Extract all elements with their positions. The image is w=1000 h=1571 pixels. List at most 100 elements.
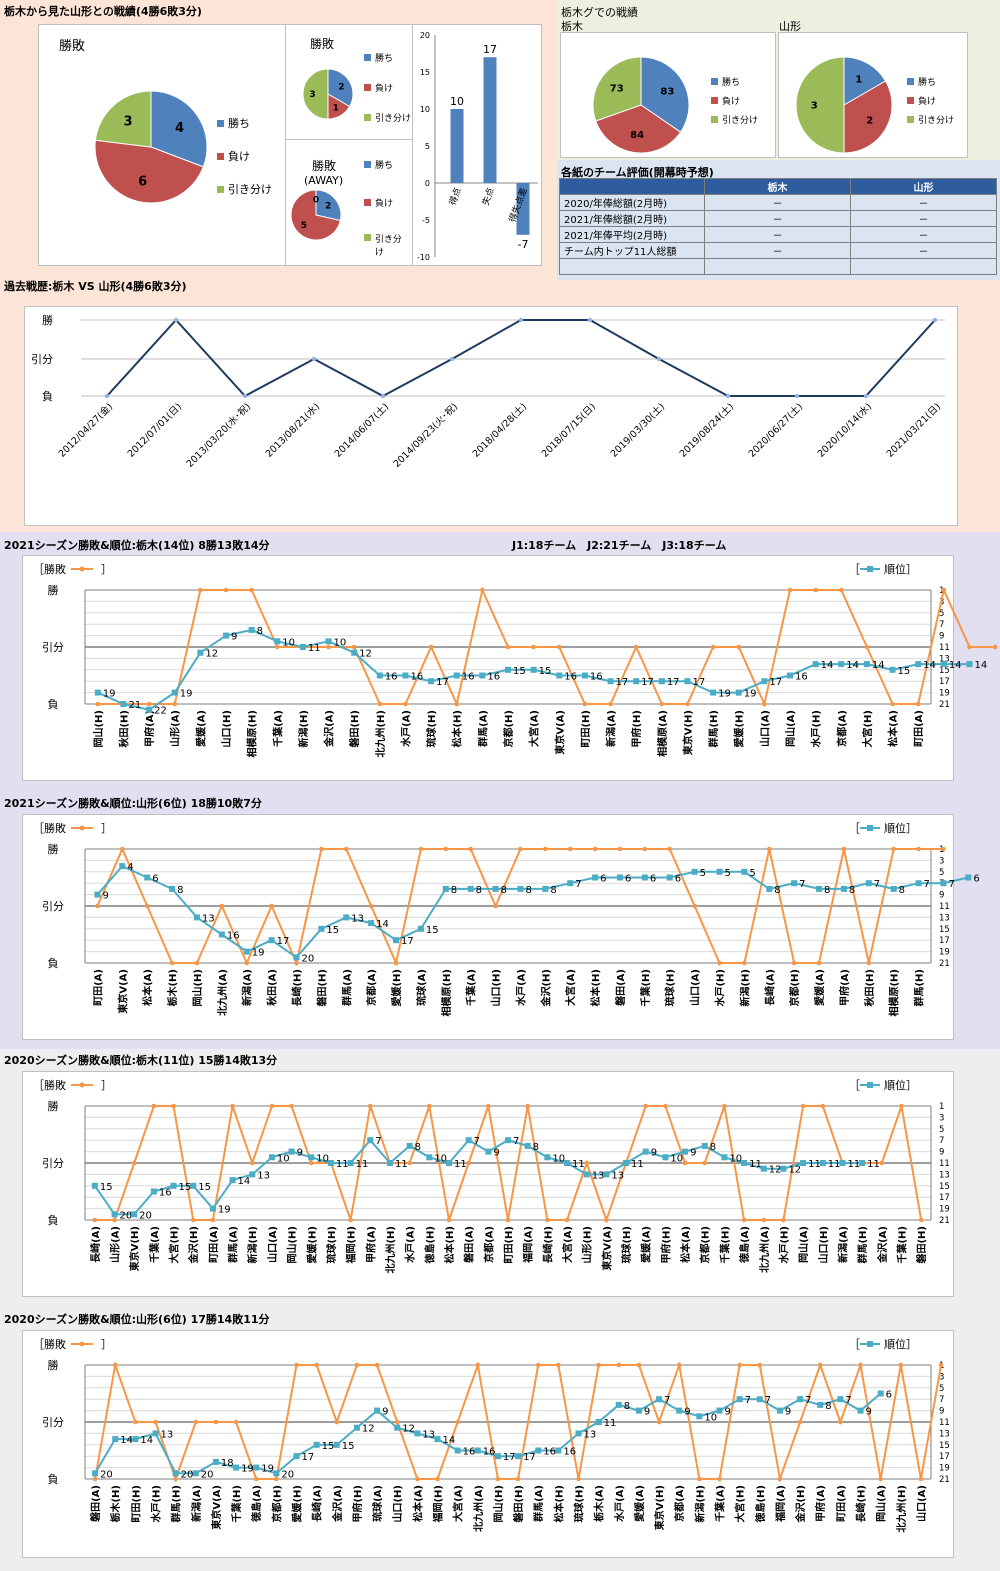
rank-tick-label: 15 <box>939 925 950 935</box>
legend-loss-label: 負け <box>375 84 394 94</box>
pie-slice-loss <box>94 139 205 204</box>
match-label: 山口(H) <box>391 1485 404 1523</box>
rank-data-label: 8 <box>624 1401 630 1412</box>
rank-point <box>132 1436 139 1443</box>
rank-tick-label: 9 <box>939 632 944 642</box>
rank-point <box>889 666 896 673</box>
match-label: 琉球(A) <box>415 969 428 1006</box>
eval-cell-tochigi: － <box>704 194 851 211</box>
wld-point <box>941 587 947 593</box>
match-label: 大宮(A) <box>561 1226 574 1263</box>
eval-title: 各紙のチーム評価(開幕時予想) <box>561 166 714 179</box>
tochigi-g-right-panel: 1 2 3 勝ち 負け 引き分け <box>778 32 968 158</box>
match-label: 金沢(A) <box>876 1226 889 1264</box>
rank-point <box>735 689 742 696</box>
rank-point <box>327 1160 334 1166</box>
rank-point <box>268 1154 275 1161</box>
match-label: 水戸(A) <box>514 969 527 1007</box>
rank-data-label: 7 <box>765 1395 771 1406</box>
rank-point <box>603 1171 610 1178</box>
match-label: 京都(A) <box>365 969 378 1006</box>
wld-y-label: 負 <box>48 1214 59 1227</box>
legend-loss-label: 負け <box>722 97 741 107</box>
rank-data-label: 14 <box>120 1435 133 1446</box>
history-point <box>656 356 662 362</box>
match-label: 北九州(H) <box>374 710 387 758</box>
rank-point <box>209 1205 216 1212</box>
rank-point <box>857 1407 864 1414</box>
match-label: 琉球(A) <box>371 1485 384 1522</box>
rank-data-label: 10 <box>282 637 295 648</box>
tochigi-pie-chart: 83 84 73 <box>592 56 690 154</box>
wld-point <box>717 1476 722 1482</box>
rank-tick-label: 21 <box>939 959 950 969</box>
rank-point <box>642 1148 649 1155</box>
wld-point <box>899 1103 904 1109</box>
rank-point <box>376 672 383 679</box>
legend-draw-label: 引き分け <box>374 235 402 258</box>
history-point <box>242 393 248 399</box>
home-pie-title: 勝敗 <box>310 37 335 51</box>
wld-point <box>813 587 818 593</box>
legend-wld-marker <box>79 825 85 831</box>
main-pie-title: 勝敗 <box>59 39 86 54</box>
legend-rank-end: 順位］ <box>884 1078 917 1092</box>
pie-label-loss: 5 <box>301 221 307 231</box>
rank-data-label: 12 <box>402 1424 415 1435</box>
match-label: 長崎(A) <box>311 1485 324 1522</box>
match-label: 水戸(A) <box>399 710 412 748</box>
tochigi-pie-legend-draw: 引き分け <box>711 113 758 126</box>
history-y-label: 引分 <box>31 352 53 366</box>
rank-point <box>313 1441 320 1448</box>
rank-point <box>249 1171 256 1178</box>
rank-data-label: 11 <box>336 1159 349 1170</box>
rank-point <box>505 1137 511 1144</box>
wld-point <box>172 701 178 707</box>
eval-cell-tochigi: － <box>704 226 851 243</box>
rank-point <box>583 1171 590 1178</box>
history-x-label: 2019/03/30(土) <box>608 401 667 460</box>
rank-point <box>691 868 698 875</box>
wld-point <box>938 1362 944 1368</box>
history-point <box>587 317 593 323</box>
match-label: 新潟(H) <box>693 1485 706 1523</box>
rank-data-label: 19 <box>241 1464 254 1475</box>
rank-point <box>274 638 281 645</box>
wld-point <box>545 1217 550 1223</box>
rank-data-label: 13 <box>592 1170 605 1181</box>
wld-point <box>223 587 229 593</box>
rank-point <box>865 880 872 887</box>
rank-point <box>863 661 870 668</box>
rank-point <box>682 1148 689 1155</box>
home-pie-chart: 2 1 3 <box>302 68 354 120</box>
rank-point <box>701 1142 708 1149</box>
rank-data-label: 7 <box>474 1136 480 1147</box>
wld-point <box>394 1419 400 1425</box>
rank-point <box>367 1137 374 1144</box>
rank-data-label: 15 <box>198 1182 211 1193</box>
rank-data-label: 9 <box>651 1148 657 1159</box>
rank-point <box>837 1396 844 1403</box>
head-to-head-title: 栃木から見た山形との戦績(4勝6敗3分) <box>4 5 202 18</box>
rank-point <box>816 885 823 892</box>
pie-slice-win <box>843 56 887 106</box>
match-label: 群馬(A) <box>476 710 489 747</box>
rank-data-label: 12 <box>362 1424 375 1435</box>
wld-point <box>564 1217 570 1223</box>
rank-point <box>119 863 126 870</box>
rank-data-label: 14 <box>846 660 859 671</box>
match-label: 水戸(A) <box>404 1226 417 1264</box>
wld-y-label: 負 <box>48 698 59 711</box>
rank-data-label: 9 <box>231 632 237 643</box>
wld-point <box>446 1217 452 1223</box>
rank-point <box>567 880 574 887</box>
match-label: 愛媛(A) <box>633 1485 646 1522</box>
match-label: 千葉(A) <box>714 1485 727 1522</box>
rank-data-label: 19 <box>218 1205 231 1216</box>
rank-point <box>505 666 511 673</box>
pie-label-loss: 1 <box>333 104 339 114</box>
rank-data-label: 6 <box>650 874 656 885</box>
rank-data-label: 15 <box>322 1441 335 1452</box>
match-label: 岡山(H) <box>286 1226 299 1264</box>
